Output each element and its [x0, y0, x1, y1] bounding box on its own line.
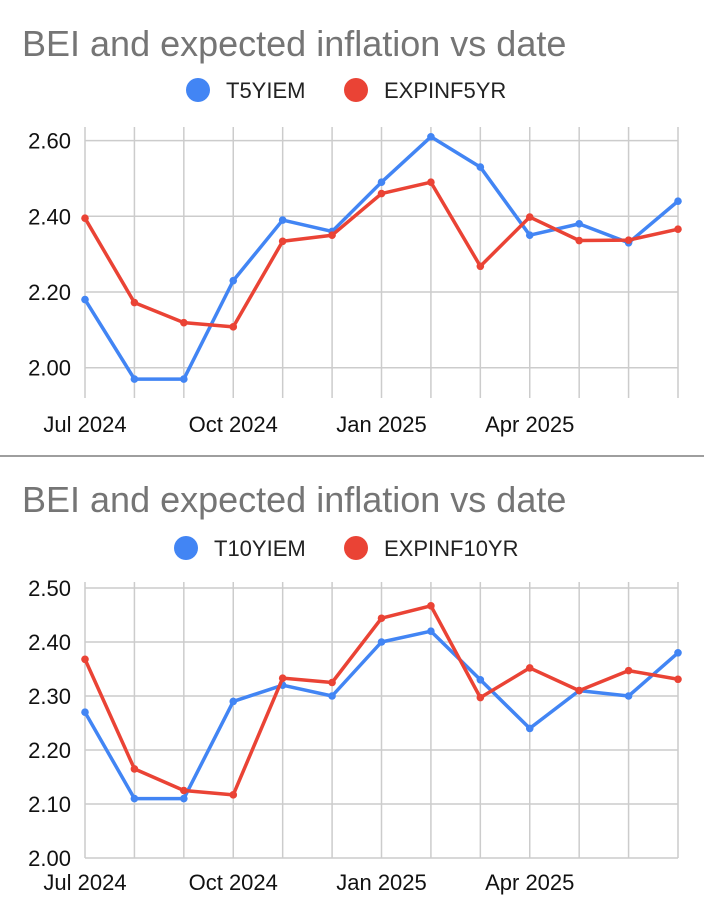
data-point: [130, 765, 139, 773]
y-tick-label: 2.30: [28, 684, 71, 709]
gridlines: [84, 127, 679, 398]
x-axis: Jul 2024 Oct 2024 Jan 2025 Apr 2025: [43, 870, 574, 895]
y-tick-label: 2.00: [28, 356, 71, 381]
x-tick-label: Apr 2025: [485, 870, 574, 895]
data-point: [180, 318, 188, 327]
y-tick-label: 2.40: [28, 630, 71, 655]
data-point: [427, 132, 435, 141]
data-point: [328, 692, 336, 700]
x-tick-label: Jul 2024: [43, 412, 126, 437]
chart-bottom: BEI and expected inflation vs date T10YI…: [22, 479, 682, 895]
legend-label-series-1: T5YIEM: [226, 78, 305, 103]
data-point: [229, 323, 238, 331]
data-point: [377, 189, 386, 198]
data-point: [81, 708, 89, 716]
x-tick-label: Oct 2024: [189, 870, 278, 895]
legend-marker-series-2: [344, 536, 368, 560]
data-point: [278, 216, 287, 224]
data-point: [525, 213, 534, 221]
y-axis: 2.00 2.20 2.40 2.60: [28, 129, 71, 381]
chart-top: BEI and expected inflation vs date T5YIE…: [22, 23, 682, 437]
data-point: [476, 262, 485, 271]
data-point: [674, 675, 682, 684]
data-point: [328, 678, 336, 687]
y-tick-label: 2.40: [28, 204, 71, 229]
data-point: [130, 298, 139, 307]
y-axis: 2.00 2.10 2.20 2.30 2.40 2.50: [28, 576, 71, 871]
data-point: [575, 220, 583, 228]
plot-area: [81, 132, 682, 383]
data-point: [377, 638, 386, 646]
legend-marker-series-1: [186, 78, 210, 102]
data-point: [624, 236, 633, 244]
x-tick-label: Jul 2024: [43, 870, 126, 895]
data-point: [624, 692, 633, 700]
data-point: [328, 231, 336, 240]
y-tick-label: 2.10: [28, 792, 71, 817]
data-point: [427, 602, 435, 610]
y-tick-label: 2.20: [28, 280, 71, 305]
data-point: [476, 693, 485, 702]
data-point: [674, 225, 682, 233]
legend-label-series-2: EXPINF5YR: [384, 78, 506, 103]
data-point: [81, 655, 89, 664]
x-tick-label: Jan 2025: [336, 412, 427, 437]
legend-marker-series-1: [174, 536, 198, 560]
y-tick-label: 2.20: [28, 738, 71, 763]
plot-area: [81, 602, 682, 803]
data-point: [229, 276, 238, 285]
chart-title: BEI and expected inflation vs date: [22, 479, 566, 520]
y-tick-label: 2.00: [28, 846, 71, 871]
legend-label-series-1: T10YIEM: [214, 536, 306, 561]
data-point: [81, 214, 89, 222]
data-point: [180, 375, 188, 383]
data-point: [81, 295, 89, 304]
y-tick-label: 2.50: [28, 576, 71, 601]
x-tick-label: Apr 2025: [485, 412, 574, 437]
gridlines: [84, 582, 679, 859]
data-point: [229, 791, 238, 799]
data-point: [180, 794, 188, 803]
x-tick-label: Jan 2025: [336, 870, 427, 895]
data-point: [278, 674, 287, 682]
data-point: [427, 627, 435, 635]
data-point: [476, 676, 485, 684]
data-point: [476, 163, 485, 171]
y-tick-label: 2.60: [28, 129, 71, 154]
data-point: [377, 178, 386, 187]
data-point: [278, 237, 287, 246]
data-point: [674, 197, 682, 205]
data-point: [525, 724, 534, 733]
legend: T10YIEM EXPINF10YR: [174, 536, 519, 561]
data-point: [377, 614, 386, 623]
data-point: [674, 649, 682, 657]
x-axis: Jul 2024 Oct 2024 Jan 2025 Apr 2025: [43, 412, 574, 437]
chart-separator: [0, 455, 704, 457]
data-point: [525, 664, 534, 672]
data-point: [624, 666, 633, 675]
chart-title: BEI and expected inflation vs date: [22, 23, 566, 64]
data-point: [525, 231, 534, 240]
data-point: [180, 786, 188, 795]
legend: T5YIEM EXPINF5YR: [186, 78, 506, 103]
data-point: [229, 697, 238, 706]
data-point: [575, 236, 583, 245]
legend-marker-series-2: [344, 78, 368, 102]
data-point: [130, 375, 139, 383]
data-point: [575, 686, 583, 695]
data-point: [130, 794, 139, 803]
x-tick-label: Oct 2024: [189, 412, 278, 437]
data-point: [427, 178, 435, 187]
legend-label-series-2: EXPINF10YR: [384, 536, 519, 561]
